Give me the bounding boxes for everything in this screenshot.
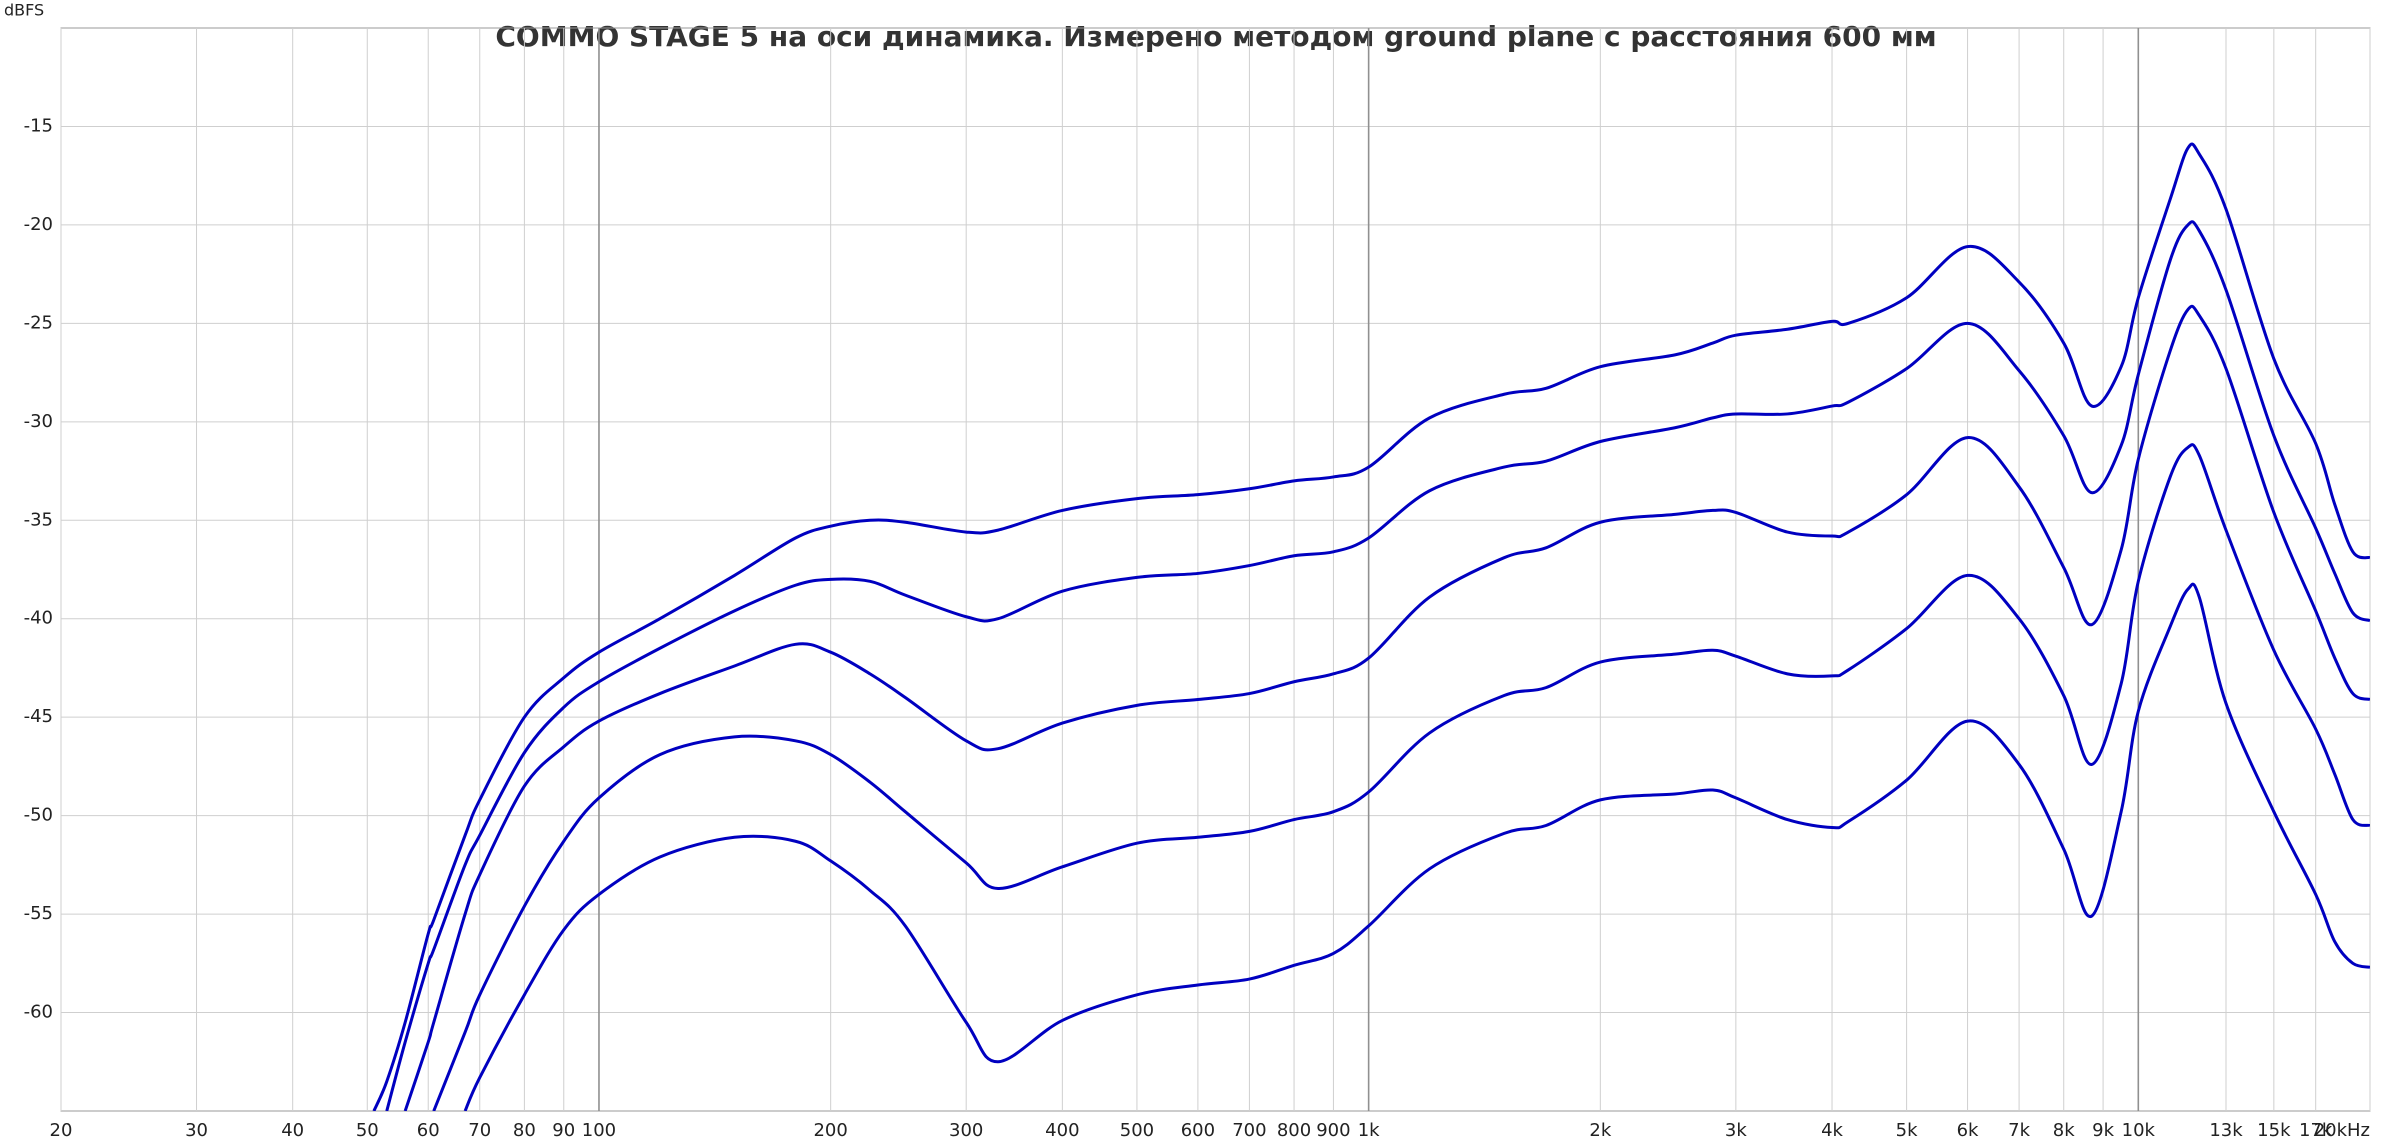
- x-tick-label: 10k: [2122, 1120, 2156, 1141]
- y-tick-label: -60: [24, 1002, 53, 1023]
- x-tick-label: 300: [949, 1120, 983, 1141]
- y-tick-label: -25: [24, 312, 53, 333]
- x-tick-label: 2k: [1589, 1120, 1611, 1141]
- x-tick-label: 3k: [1725, 1120, 1747, 1141]
- x-tick-label: 13k: [2209, 1120, 2243, 1141]
- x-tick-label: 500: [1120, 1120, 1154, 1141]
- x-tick-label: 20: [50, 1120, 73, 1141]
- x-tick-label: 600: [1181, 1120, 1215, 1141]
- x-tick-label: 6k: [1957, 1120, 1979, 1141]
- y-tick-label: -45: [24, 706, 53, 727]
- x-tick-label: 17k: [2299, 1120, 2333, 1141]
- chart-title: COMMO STAGE 5 на оси динамика. Измерено …: [495, 20, 1936, 53]
- x-tick-label: 30: [185, 1120, 208, 1141]
- y-tick-label: -55: [24, 903, 53, 924]
- x-tick-label: 20kHz: [2314, 1120, 2370, 1141]
- y-tick-label: -20: [24, 214, 53, 235]
- y-tick-label: -30: [24, 411, 53, 432]
- y-tick-label: -40: [24, 608, 53, 629]
- x-tick-label: 50: [356, 1120, 379, 1141]
- x-tick-label: 40: [281, 1120, 304, 1141]
- x-tick-label: 100: [582, 1120, 616, 1141]
- x-tick-label: 7k: [2008, 1120, 2030, 1141]
- x-tick-label: 9k: [2092, 1120, 2114, 1141]
- x-tick-label: 200: [813, 1120, 847, 1141]
- x-tick-label: 70: [468, 1120, 491, 1141]
- x-tick-label: 15k: [2257, 1120, 2291, 1141]
- y-tick-label: -35: [24, 509, 53, 530]
- y-tick-label: -15: [24, 115, 53, 136]
- x-tick-label: 8k: [2053, 1120, 2075, 1141]
- x-tick-label: 1k: [1358, 1120, 1380, 1141]
- x-tick-label: 90: [552, 1120, 575, 1141]
- x-tick-label: 5k: [1896, 1120, 1918, 1141]
- x-tick-label: 900: [1316, 1120, 1350, 1141]
- x-tick-label: 4k: [1821, 1120, 1843, 1141]
- y-axis-label: dBFS: [4, 1, 44, 20]
- x-tick-label: 400: [1045, 1120, 1079, 1141]
- series-line: [463, 582, 2370, 1111]
- x-tick-label: 60: [417, 1120, 440, 1141]
- y-tick-label: -50: [24, 805, 53, 826]
- series-line: [385, 220, 2370, 1111]
- series-line: [372, 142, 2370, 1111]
- x-tick-label: 80: [513, 1120, 536, 1141]
- x-tick-label: 700: [1232, 1120, 1266, 1141]
- x-tick-label: 800: [1277, 1120, 1311, 1141]
- series-line: [403, 304, 2370, 1111]
- series-line: [432, 443, 2370, 1111]
